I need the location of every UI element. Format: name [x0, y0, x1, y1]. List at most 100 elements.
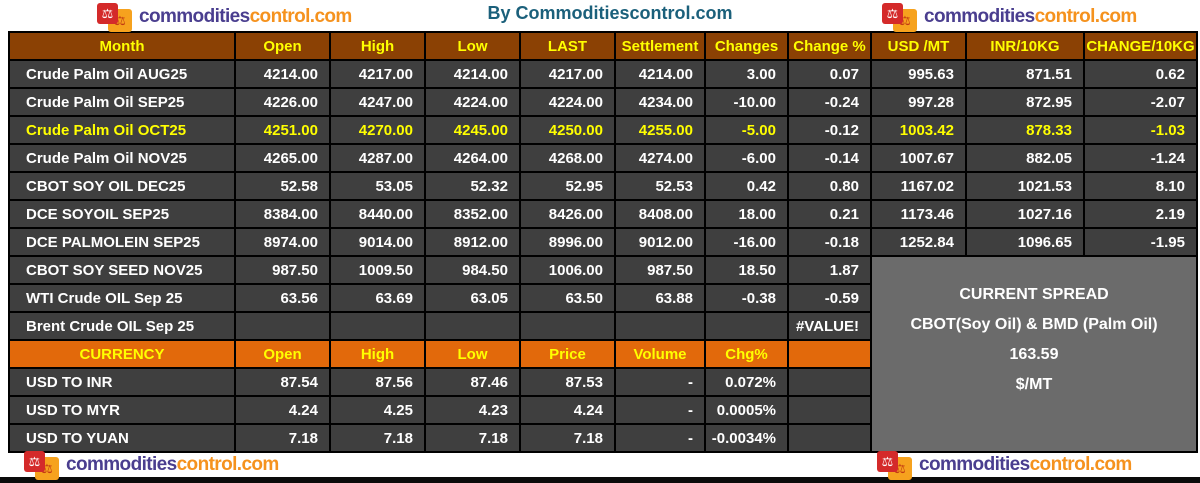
page-title: By Commoditiescontrol.com: [487, 3, 733, 23]
value-cell: 8912.00: [426, 229, 519, 255]
empty-cell: [789, 369, 870, 395]
row-label: DCE PALMOLEIN SEP25: [10, 229, 234, 255]
value-cell: 52.53: [616, 173, 704, 199]
value-cell: 4217.00: [521, 61, 614, 87]
empty-cell: [789, 397, 870, 423]
currency-value-cell: 7.18: [521, 425, 614, 451]
currency-column-header: Chg%: [706, 341, 787, 367]
value-cell: 53.05: [331, 173, 424, 199]
commoditiescontrol-logo-top-left[interactable]: ⚖ ⚖ commoditiescontrol.com: [95, 2, 352, 32]
value-cell: -2.07: [1085, 89, 1196, 115]
value-cell: 4251.00: [236, 117, 329, 143]
column-header: LAST: [521, 33, 614, 59]
value-cell: 18.50: [706, 257, 787, 283]
currency-value-cell: -: [616, 369, 704, 395]
top-strip: ⚖ ⚖ commoditiescontrol.com By Commoditie…: [0, 0, 1200, 32]
currency-column-header: Open: [236, 341, 329, 367]
row-label: Crude Palm Oil AUG25: [10, 61, 234, 87]
value-cell: -1.95: [1085, 229, 1196, 255]
value-cell: 0.42: [706, 173, 787, 199]
value-cell: 987.50: [616, 257, 704, 283]
row-label: CBOT SOY OIL DEC25: [10, 173, 234, 199]
value-cell: -0.12: [789, 117, 870, 143]
value-cell: 4217.00: [331, 61, 424, 87]
value-cell: -0.18: [789, 229, 870, 255]
commoditiescontrol-logo-bottom-right[interactable]: ⚖ ⚖ commoditiescontrol.com: [875, 450, 1132, 480]
currency-value-cell: -0.0034%: [706, 425, 787, 451]
currency-column-header: High: [331, 341, 424, 367]
currency-column-header: CURRENCY: [10, 341, 234, 367]
value-cell: 882.05: [967, 145, 1083, 171]
column-header: Month: [10, 33, 234, 59]
value-cell: 8440.00: [331, 201, 424, 227]
row-label: WTI Crude OIL Sep 25: [10, 285, 234, 311]
value-cell: -5.00: [706, 117, 787, 143]
value-cell: [331, 313, 424, 339]
value-cell: 4250.00: [521, 117, 614, 143]
column-header: High: [331, 33, 424, 59]
brand-wordmark: commoditiescontrol.com: [66, 454, 279, 475]
currency-value-cell: 4.24: [236, 397, 329, 423]
value-cell: 4274.00: [616, 145, 704, 171]
row-label: Brent Crude OIL Sep 25: [10, 313, 234, 339]
currency-column-header: Price: [521, 341, 614, 367]
value-cell: -16.00: [706, 229, 787, 255]
currency-row-label: USD TO INR: [10, 369, 234, 395]
scale-icon: ⚖: [97, 3, 118, 24]
value-cell: -0.14: [789, 145, 870, 171]
prices-table: Month Open High Low LAST Settlement Changes Cha…: [8, 31, 1198, 453]
value-cell: 52.32: [426, 173, 519, 199]
value-cell: -0.38: [706, 285, 787, 311]
brand-wordmark: commoditiescontrol.com: [919, 454, 1132, 475]
value-cell: 8974.00: [236, 229, 329, 255]
brand-wordmark: commoditiescontrol.com: [924, 6, 1137, 27]
commoditiescontrol-logo-top-right[interactable]: ⚖ ⚖ commoditiescontrol.com: [880, 2, 1137, 32]
value-cell: -1.24: [1085, 145, 1196, 171]
row-label: DCE SOYOIL SEP25: [10, 201, 234, 227]
value-cell: 1021.53: [967, 173, 1083, 199]
value-cell: 4270.00: [331, 117, 424, 143]
value-cell: 4245.00: [426, 117, 519, 143]
currency-value-cell: 7.18: [426, 425, 519, 451]
value-cell: 8384.00: [236, 201, 329, 227]
value-cell: -6.00: [706, 145, 787, 171]
currency-column-header: Low: [426, 341, 519, 367]
currency-value-cell: 4.23: [426, 397, 519, 423]
value-cell: 1027.16: [967, 201, 1083, 227]
value-cell: 0.07: [789, 61, 870, 87]
value-cell: 997.28: [872, 89, 965, 115]
brand-scales-icon: ⚖ ⚖: [880, 2, 922, 32]
currency-row-label: USD TO MYR: [10, 397, 234, 423]
value-cell: 1007.67: [872, 145, 965, 171]
value-cell: [616, 313, 704, 339]
value-cell: 52.95: [521, 173, 614, 199]
value-cell: [706, 313, 787, 339]
column-header: Changes: [706, 33, 787, 59]
scale-icon: ⚖: [24, 451, 45, 472]
value-cell: 18.00: [706, 201, 787, 227]
currency-value-cell: 7.18: [236, 425, 329, 451]
value-cell: 63.50: [521, 285, 614, 311]
value-cell: 63.56: [236, 285, 329, 311]
value-cell: 1167.02: [872, 173, 965, 199]
currency-value-cell: 4.24: [521, 397, 614, 423]
value-cell: 984.50: [426, 257, 519, 283]
value-cell: 2.19: [1085, 201, 1196, 227]
scale-icon: ⚖: [882, 3, 903, 24]
value-cell: 4255.00: [616, 117, 704, 143]
value-cell: 0.21: [789, 201, 870, 227]
value-cell: 4268.00: [521, 145, 614, 171]
value-cell: -0.59: [789, 285, 870, 311]
commoditiescontrol-logo-bottom-left[interactable]: ⚖ ⚖ commoditiescontrol.com: [22, 450, 279, 480]
column-header: Settlement: [616, 33, 704, 59]
value-cell: 8.10: [1085, 173, 1196, 199]
value-cell: 1173.46: [872, 201, 965, 227]
value-cell: 63.69: [331, 285, 424, 311]
row-label: Crude Palm Oil OCT25: [10, 117, 234, 143]
value-cell: 8996.00: [521, 229, 614, 255]
currency-value-cell: 87.53: [521, 369, 614, 395]
value-cell: 4224.00: [521, 89, 614, 115]
spread-text: $/MT: [1015, 376, 1053, 393]
value-cell: [236, 313, 329, 339]
